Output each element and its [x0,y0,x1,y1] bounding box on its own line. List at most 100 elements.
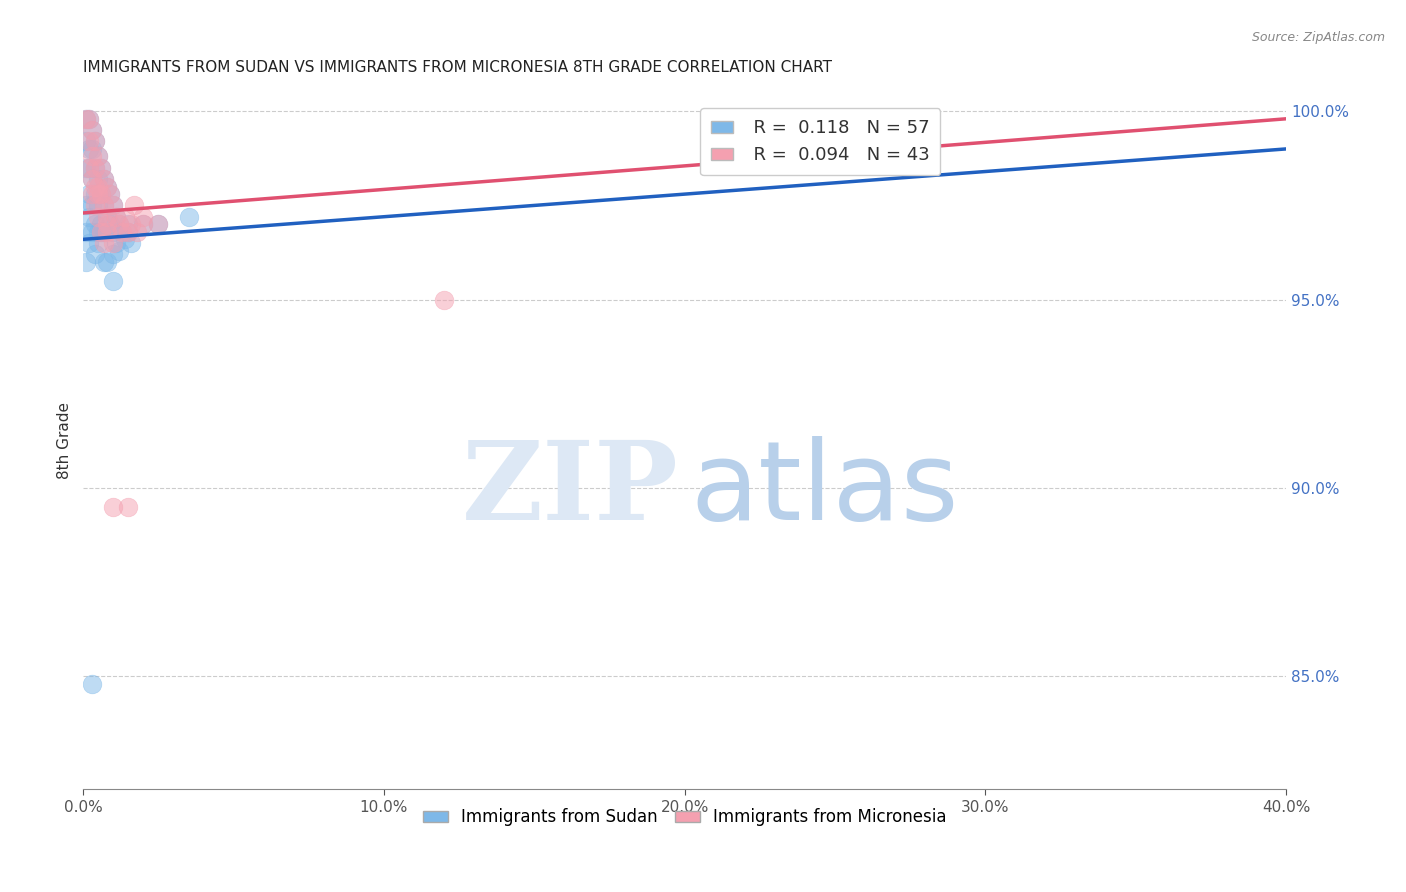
Point [84,161,107,175]
Point [177,210,200,224]
Point [84,217,107,231]
Point [98,187,121,202]
Point [120,236,142,251]
Point [96,179,118,194]
Point [96,255,118,269]
Point [90,187,112,202]
Point [90,161,112,175]
Point [111,225,134,239]
Point [75,255,97,269]
Point [90,187,112,202]
Point [87,149,110,163]
Point [87,172,110,186]
Point [103,198,125,212]
Point [79,142,101,156]
Point [103,500,125,514]
Point [108,217,131,231]
Point [127,225,149,239]
Point [84,198,107,212]
Point [148,217,170,231]
Point [93,225,115,239]
Point [124,198,146,212]
Text: Source: ZipAtlas.com: Source: ZipAtlas.com [1251,31,1385,45]
Point [79,210,101,224]
Point [75,135,97,149]
Point [82,142,104,156]
Point [148,217,170,231]
Text: IMMIGRANTS FROM SUDAN VS IMMIGRANTS FROM MICRONESIA 8TH GRADE CORRELATION CHART: IMMIGRANTS FROM SUDAN VS IMMIGRANTS FROM… [83,60,832,75]
Point [105,210,128,224]
Point [433,293,456,307]
Point [87,187,110,202]
Point [90,217,112,231]
Point [96,225,118,239]
Point [79,135,101,149]
Point [117,500,139,514]
Point [82,123,104,137]
Point [103,274,125,288]
Point [79,161,101,175]
Point [111,225,134,239]
Point [98,187,121,202]
Point [93,172,115,186]
Point [82,149,104,163]
Point [82,172,104,186]
Point [82,225,104,239]
Text: atlas: atlas [690,436,959,543]
Point [84,135,107,149]
Point [108,244,131,258]
Point [79,187,101,202]
Point [82,677,104,691]
Point [117,225,139,239]
Point [103,247,125,261]
Point [87,236,110,251]
Point [82,187,104,202]
Legend: Immigrants from Sudan, Immigrants from Micronesia: Immigrants from Sudan, Immigrants from M… [416,802,953,833]
Point [117,217,139,231]
Y-axis label: 8th Grade: 8th Grade [58,402,72,479]
Point [87,225,110,239]
Point [79,236,101,251]
Point [75,112,97,126]
Point [105,236,128,251]
Point [103,236,125,251]
Point [75,161,97,175]
Point [105,210,128,224]
Point [96,217,118,231]
Point [132,210,155,224]
Point [93,198,115,212]
Point [87,198,110,212]
Point [114,210,136,224]
Point [96,210,118,224]
Point [93,172,115,186]
Point [93,236,115,251]
Point [75,225,97,239]
Point [87,210,110,224]
Point [96,210,118,224]
Point [103,198,125,212]
Point [79,161,101,175]
Point [132,217,155,231]
Point [84,161,107,175]
Point [79,112,101,126]
Point [117,225,139,239]
Point [84,247,107,261]
Point [82,172,104,186]
Point [93,198,115,212]
Point [103,225,125,239]
Point [90,161,112,175]
Text: ZIP: ZIP [461,436,679,543]
Point [93,255,115,269]
Point [84,187,107,202]
Point [84,135,107,149]
Point [82,198,104,212]
Point [90,225,112,239]
Point [108,217,131,231]
Point [120,217,142,231]
Point [114,232,136,246]
Point [75,198,97,212]
Point [98,217,121,231]
Point [87,179,110,194]
Point [82,123,104,137]
Point [96,179,118,194]
